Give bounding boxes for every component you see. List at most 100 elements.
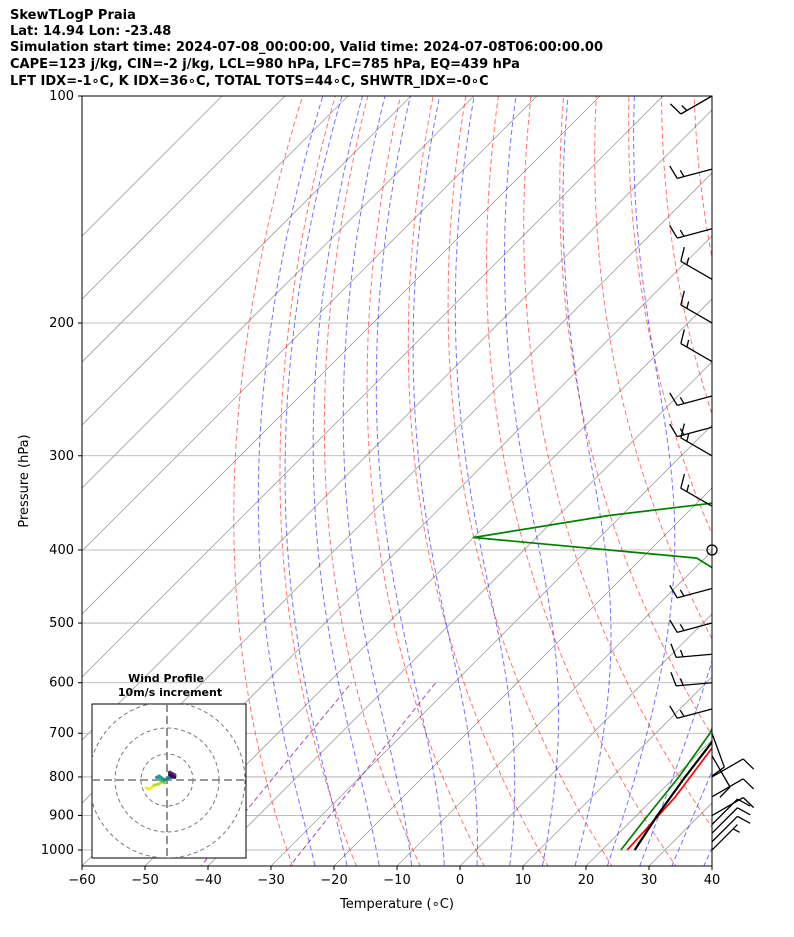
wind-barb-staff	[680, 95, 713, 115]
chart-title: SkewTLogP Praia	[10, 8, 136, 23]
isotherm-line	[459, 613, 712, 866]
x-tick-label: 30	[641, 873, 658, 888]
y-tick-label: 1000	[41, 843, 74, 858]
moist-adiabat-line	[562, 96, 612, 866]
moist-adiabat-line	[284, 96, 348, 866]
moist-adiabat-line	[257, 96, 324, 866]
dry-adiabat-line	[523, 96, 712, 829]
isotherm-line	[82, 96, 286, 300]
wind-barb-half-flag	[679, 678, 684, 686]
isotherm-line	[82, 96, 223, 237]
y-tick-label: 600	[49, 676, 74, 691]
x-tick-label: −20	[320, 873, 347, 888]
x-tick-label: −10	[383, 873, 410, 888]
isotherm-line	[585, 739, 712, 866]
mixing-ratio-line	[289, 682, 437, 866]
isotherm-line	[82, 96, 349, 363]
dry-adiabat-line	[725, 63, 794, 882]
parcel-line	[633, 740, 712, 851]
wind-barb-staff	[676, 653, 713, 659]
wind-barb-flag	[680, 473, 685, 489]
x-tick-label: −60	[68, 873, 95, 888]
x-tick-label: 10	[515, 873, 532, 888]
isotherm-line	[207, 361, 712, 866]
wind-barb-flag	[742, 778, 755, 790]
moist-adiabat-lines	[257, 96, 712, 866]
wind-barb-flag	[669, 585, 678, 599]
wind-barb-flag	[669, 165, 678, 179]
wind-barb-staff	[677, 168, 713, 180]
wind-barb-staff	[677, 395, 713, 407]
wind-barb-half-flag	[686, 301, 690, 309]
wind-barb-staff	[711, 755, 731, 788]
isotherm-line	[333, 487, 712, 866]
dewpoint-line	[472, 502, 712, 851]
wind-barb-half-flag	[679, 589, 685, 597]
wind-barb-half-flag	[679, 428, 685, 436]
wind-barb-staff	[677, 587, 713, 599]
dry-adiabat-line	[279, 96, 357, 866]
dry-adiabat-line	[661, 96, 712, 416]
temperature-line	[626, 746, 712, 851]
location-line: Lat: 14.94 Lon: -23.48	[10, 24, 172, 39]
sounding-series	[472, 502, 712, 851]
wind-barb-half-flag	[686, 257, 690, 265]
isotherm-line	[82, 96, 412, 426]
isotherm-line	[82, 109, 712, 741]
y-tick-label: 200	[49, 316, 74, 331]
dry-adiabat-line	[485, 96, 677, 866]
wind-barb-flag	[742, 758, 755, 770]
wind-barb-staff	[680, 487, 713, 507]
x-axis-label: Temperature (∘C)	[339, 897, 454, 912]
moist-adiabat-line	[412, 96, 478, 866]
wind-barb-staff	[680, 304, 713, 324]
y-axis-label: Pressure (hPa)	[17, 434, 32, 527]
moist-adiabat-line	[606, 96, 676, 866]
wind-barb-flag	[680, 246, 685, 262]
x-axis-ticks: −60 −50 −40 −30 −20 −10 0 10 20 30 40	[68, 866, 720, 888]
dry-adiabat-line	[447, 96, 613, 866]
dry-adiabat-line	[407, 96, 549, 866]
hodograph-ring	[92, 704, 246, 858]
wind-barb-staff	[711, 758, 744, 778]
wind-barb-half-flag	[679, 170, 685, 177]
dry-adiabat-line	[323, 96, 421, 866]
wind-barb-flag	[669, 619, 678, 633]
wind-barb-flag	[669, 225, 678, 239]
wind-barb-half-flag	[679, 709, 685, 717]
isotherm-line	[396, 550, 712, 866]
wind-barb-flag	[680, 329, 685, 344]
wind-barb-half-flag	[679, 229, 685, 237]
wind-barb-flag	[669, 705, 678, 719]
wind-barb-staff	[677, 228, 713, 239]
calm-wind-circle	[706, 544, 718, 556]
wind-barb-half-flag	[686, 484, 690, 492]
dry-adiabat-line	[233, 96, 304, 866]
isotherm-line	[711, 865, 712, 866]
wind-profile-hodograph: Wind Profile 10m/s increment	[91, 672, 247, 859]
isotherm-line	[82, 96, 475, 489]
cape-cin-shading	[736, 99, 794, 709]
dry-adiabat-line	[789, 63, 794, 882]
y-tick-label: 800	[49, 770, 74, 785]
isotherm-line	[82, 96, 538, 552]
wind-barb-staff	[680, 342, 713, 363]
wind-barb-flag	[737, 815, 751, 824]
dry-adiabat-line	[693, 96, 712, 261]
wind-barb-half-flag	[679, 396, 685, 404]
isotherm-line	[270, 424, 712, 866]
wind-barb-half-flag	[679, 649, 684, 658]
wind-barb-half-flag	[686, 339, 690, 348]
dry-adiabat-line	[559, 96, 712, 737]
y-tick-label: 100	[49, 89, 74, 104]
time-line: Simulation start time: 2024-07-08_00:00:…	[10, 40, 603, 55]
wind-barb-staff	[711, 815, 738, 843]
isotherm-lines	[82, 96, 712, 866]
dry-adiabat-line	[366, 96, 485, 866]
moist-adiabat-line	[375, 96, 445, 866]
hodograph-trace-segment	[170, 774, 177, 779]
y-tick-label: 300	[49, 449, 74, 464]
dry-adiabat-lines	[233, 63, 794, 882]
wind-barb-staff	[711, 796, 744, 817]
